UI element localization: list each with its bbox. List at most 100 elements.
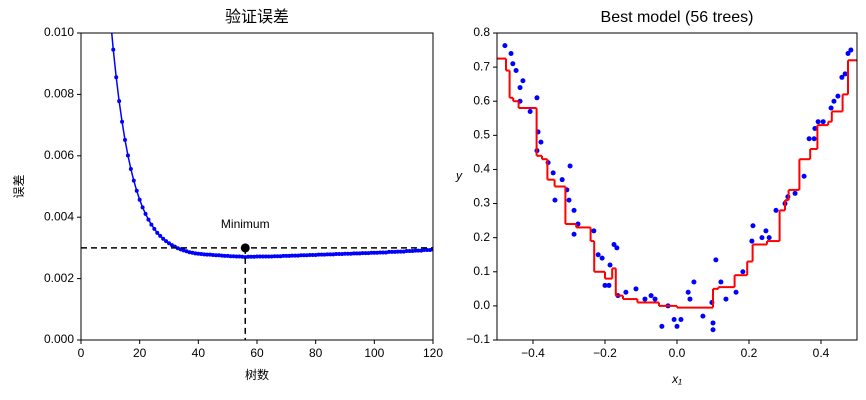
point: [591, 228, 597, 234]
point: [652, 296, 658, 302]
point: [773, 207, 779, 213]
point: [123, 137, 127, 142]
point: [718, 279, 724, 285]
point: [237, 254, 242, 259]
point: [249, 254, 254, 259]
point: [691, 279, 697, 285]
point: [811, 136, 817, 142]
point: [413, 248, 418, 253]
point: [750, 223, 756, 229]
point: [140, 205, 145, 210]
point: [296, 253, 301, 258]
point: [275, 254, 280, 259]
point: [319, 252, 324, 257]
point: [304, 253, 309, 258]
point: [231, 254, 236, 259]
point: [534, 95, 540, 101]
point: [372, 250, 377, 255]
point: [196, 251, 201, 256]
point: [398, 249, 403, 254]
point: [351, 251, 356, 256]
point: [806, 136, 812, 142]
point: [228, 254, 233, 259]
point: [678, 317, 684, 323]
point: [354, 251, 359, 256]
y-tick-label: 0.000: [44, 332, 74, 346]
point: [284, 253, 289, 258]
point: [749, 238, 755, 244]
point: [357, 251, 362, 256]
point: [713, 257, 719, 263]
point: [322, 252, 327, 257]
point: [369, 250, 374, 255]
point: [410, 248, 415, 253]
y-tick-label: 0.2: [473, 230, 490, 244]
point: [766, 235, 772, 241]
point: [120, 119, 125, 124]
point: [205, 252, 210, 257]
point: [422, 248, 427, 253]
point: [310, 252, 315, 257]
point: [143, 211, 148, 216]
point: [792, 190, 798, 196]
point: [278, 254, 283, 259]
y-tick-label: 0.008: [44, 87, 74, 101]
x-tick-label: 60: [250, 346, 264, 360]
point: [301, 253, 306, 258]
point: [252, 254, 257, 259]
point: [642, 296, 648, 302]
point: [416, 248, 421, 253]
point: [216, 253, 221, 258]
point: [395, 249, 400, 254]
annotation: Minimum: [221, 217, 270, 231]
point: [137, 197, 142, 202]
x-tick-label: 0.0: [669, 346, 686, 360]
point: [513, 68, 519, 74]
point: [222, 253, 227, 258]
x-tick-label: 120: [423, 346, 443, 360]
x-tick-label: −0.2: [593, 346, 617, 360]
y-tick-label: 0.004: [44, 209, 74, 223]
point: [571, 231, 577, 237]
y-tick-label: 0.7: [473, 59, 490, 73]
plot-area: [497, 43, 857, 333]
point: [316, 252, 321, 257]
point: [246, 254, 251, 259]
point: [111, 47, 116, 52]
point: [671, 317, 677, 323]
point: [325, 252, 330, 257]
point: [211, 252, 215, 257]
y-tick-label: 0.4: [473, 162, 490, 176]
point: [606, 282, 612, 288]
point: [550, 170, 556, 176]
y-tick-label: 0.010: [44, 25, 74, 39]
point: [363, 251, 368, 256]
point: [710, 327, 716, 333]
point: [114, 75, 119, 80]
point: [360, 251, 365, 256]
y-tick-label: 0.0: [473, 298, 490, 312]
point: [389, 249, 394, 254]
point: [710, 320, 716, 326]
y-tick-label: 0.3: [473, 196, 490, 210]
point: [839, 74, 845, 80]
point: [193, 251, 198, 256]
point: [538, 139, 544, 145]
point: [334, 252, 339, 257]
point: [225, 253, 230, 258]
y-tick-label: 0.8: [473, 25, 490, 39]
point: [848, 47, 854, 53]
point: [387, 249, 391, 254]
point: [134, 188, 139, 193]
point: [164, 239, 169, 244]
point: [700, 313, 706, 319]
point: [155, 230, 160, 235]
point: [517, 85, 523, 91]
point: [299, 253, 303, 258]
point: [602, 282, 608, 288]
x-tick-label: 0: [78, 346, 85, 360]
point: [257, 254, 262, 259]
point: [149, 222, 154, 227]
x-tick-label: −0.4: [521, 346, 545, 360]
y-tick-label: 0.6: [473, 93, 490, 107]
